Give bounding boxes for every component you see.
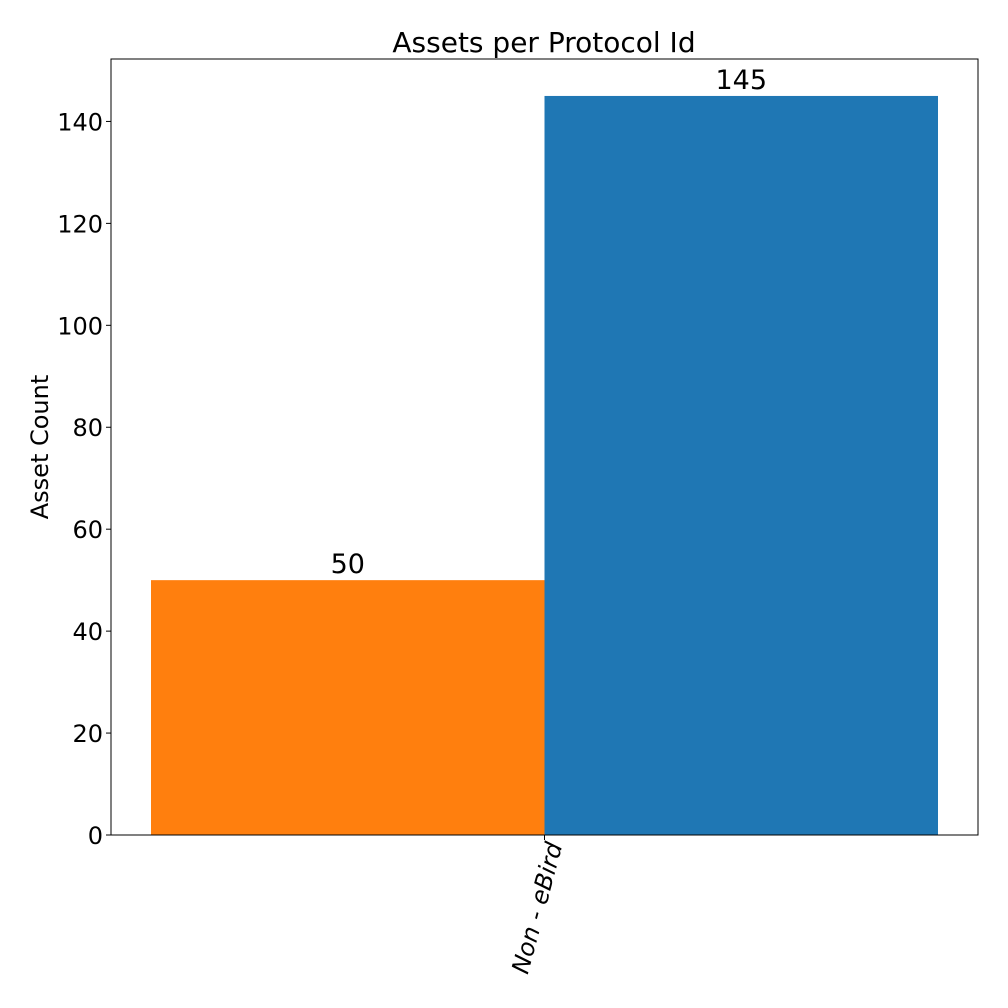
- y-tick-label: 20: [72, 720, 103, 748]
- bar-value-label: 145: [715, 65, 767, 96]
- y-tick-label: 120: [57, 210, 103, 238]
- y-tick-label: 100: [57, 312, 103, 340]
- bar-value-label: 50: [331, 549, 365, 580]
- plot-frame: [110, 58, 979, 836]
- y-tick-label: 80: [72, 414, 103, 442]
- x-tick-label: Non - eBird: [506, 839, 568, 977]
- bar: [151, 580, 545, 835]
- bars: [151, 95, 938, 835]
- chart-title: Assets per Protocol Id: [392, 26, 695, 59]
- y-tick-label: 60: [72, 516, 103, 544]
- bar: [544, 95, 938, 835]
- y-axis-label: Asset Count: [26, 375, 54, 520]
- y-tick-label: 140: [57, 108, 103, 136]
- x-axis-ticks: Non - eBird: [506, 835, 568, 977]
- y-tick-label: 40: [72, 618, 103, 646]
- y-axis-ticks: 0 20 40 60 80 100 120 140: [57, 108, 111, 850]
- bar-value-labels: 50 145: [331, 65, 767, 580]
- y-tick-label: 0: [88, 822, 103, 850]
